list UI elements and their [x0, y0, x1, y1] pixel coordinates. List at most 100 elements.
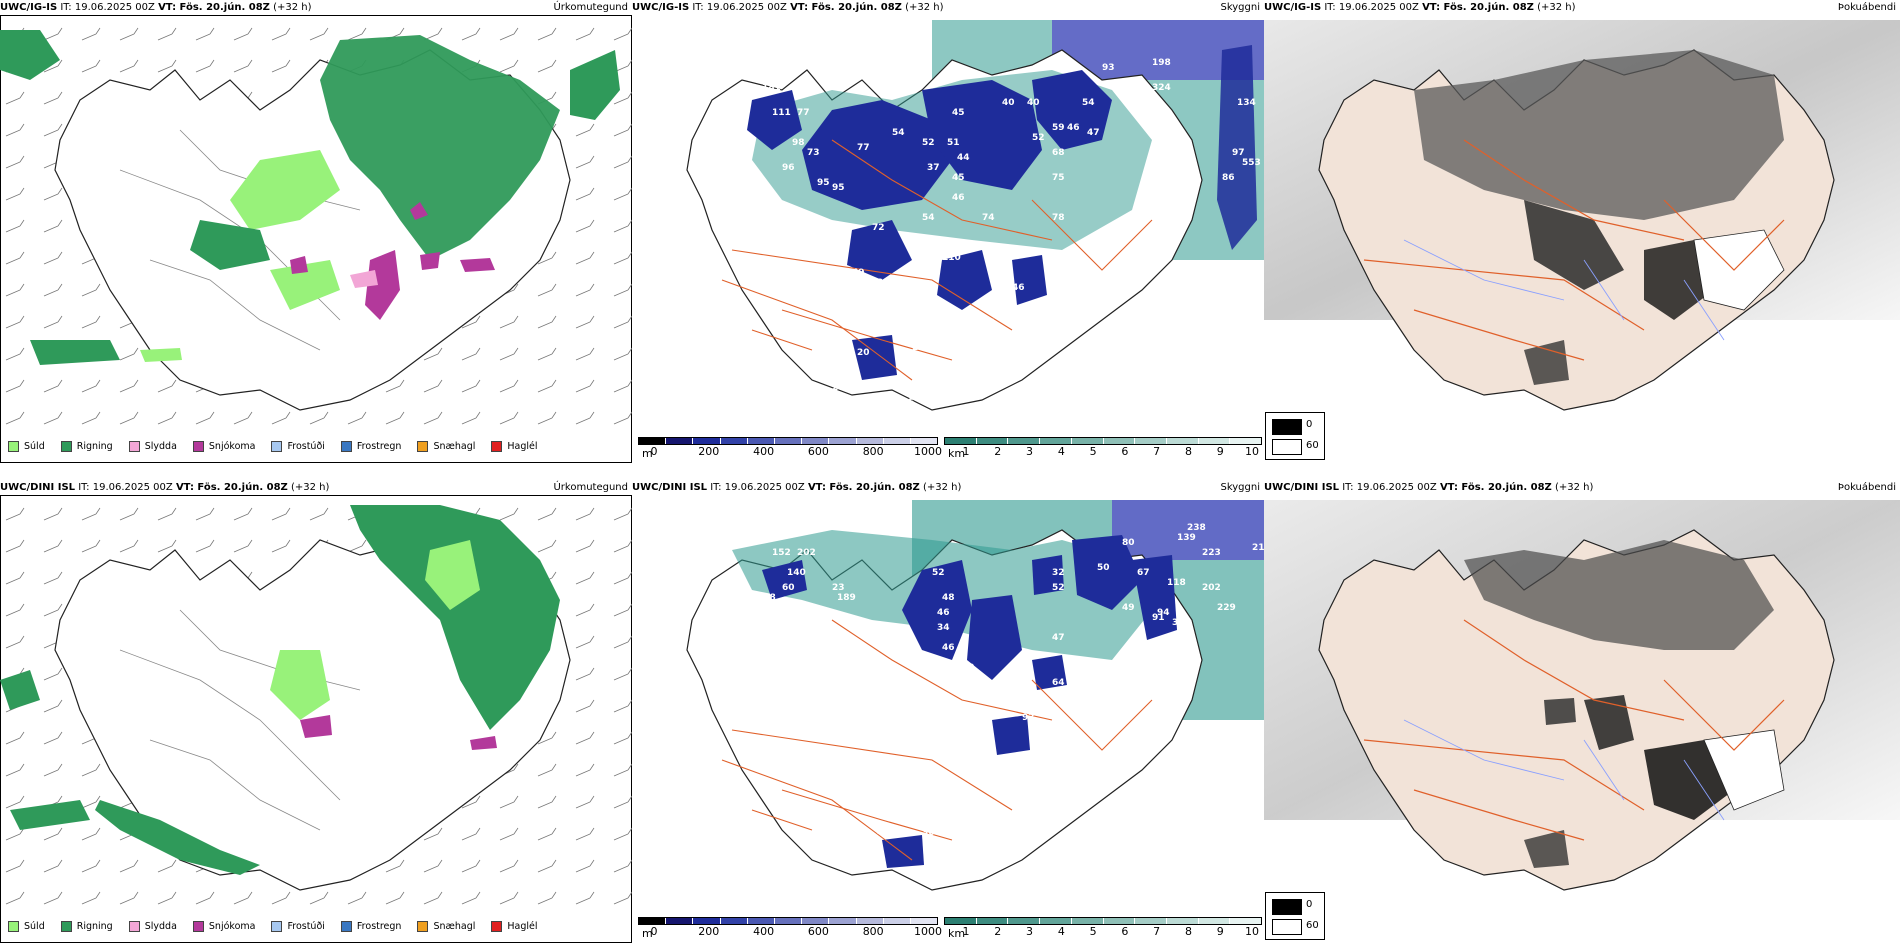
colorbar-segment — [747, 918, 775, 924]
colorbar-tick-label: 9 — [1216, 445, 1224, 458]
colorbar-segment — [856, 918, 884, 924]
ceiling-height-label: 37 — [927, 163, 940, 173]
ceiling-height-label: 91 — [1152, 613, 1165, 623]
init-time: IT: 19.06.2025 00Z — [1324, 2, 1419, 13]
ceiling-height-label: 134 — [1237, 98, 1256, 108]
ceiling-height-label: 93 — [1102, 63, 1115, 73]
colorbar-segment — [976, 438, 1009, 444]
lead-time: (+32 h) — [290, 482, 330, 493]
init-time: IT: 19.06.2025 00Z — [60, 2, 155, 13]
ceiling-height-label: 54 — [922, 213, 935, 223]
colorbar-tick-label: 10 — [1245, 445, 1259, 458]
colorbar-segment — [829, 918, 857, 924]
legend-swatch — [417, 920, 429, 932]
colorbar-segment — [666, 438, 694, 444]
legend-swatch — [340, 440, 352, 452]
panel-header: UWC/DINI ISL IT: 19.06.2025 00Z VT: Fös.… — [0, 480, 632, 496]
legend-swatch — [491, 440, 503, 452]
init-time: IT: 19.06.2025 00Z — [78, 482, 173, 493]
ceiling-height-label: 48 — [942, 593, 955, 603]
ceiling-height-label: 42 — [877, 433, 890, 434]
fog-panel-bottom: UWC/DINI ISL IT: 19.06.2025 00Z VT: Fös.… — [1264, 480, 1900, 950]
legend-item: Snjókoma — [192, 920, 255, 932]
colorbar-tick-label: 8 — [1184, 925, 1192, 938]
lead-time: (+32 h) — [273, 2, 312, 13]
colorbar-tick-label: 0 — [650, 445, 658, 458]
ceiling-height-label: 46 — [1067, 123, 1080, 133]
fog-scale-box: 0 60 — [1265, 412, 1325, 460]
colorbar-segment — [1166, 438, 1199, 444]
colorbar-segment — [720, 438, 748, 444]
ceiling-height-label: 46 — [937, 608, 950, 618]
ceiling-height-label: 29 — [1137, 673, 1150, 683]
ceiling-height-label: 189 — [837, 593, 856, 603]
ceiling-height-label: 38 — [1032, 743, 1045, 753]
colorbar-segment — [802, 918, 830, 924]
valid-time: VT: Fös. 20.jún. 08Z — [1439, 482, 1552, 493]
colorbar-tick-label: 600 — [807, 445, 829, 458]
fog-panel-top: UWC/IG-IS IT: 19.06.2025 00Z VT: Fös. 20… — [1264, 0, 1900, 470]
colorbar-segment — [883, 918, 911, 924]
ceiling-height-label: 44 — [957, 153, 970, 163]
colorbar-tick-label: 200 — [698, 445, 720, 458]
legend-swatch — [128, 440, 140, 452]
panel-header: UWC/IG-IS IT: 19.06.2025 00Z VT: Fös. 20… — [632, 0, 1264, 16]
fog-scale-min: 0 — [1306, 899, 1313, 910]
fog-scale-box: 0 60 — [1265, 892, 1325, 940]
colorbar-tick-label: 800 — [862, 925, 884, 938]
ceiling-height-label: 133 — [897, 718, 916, 728]
colorbar-tick-label: 2 — [994, 445, 1002, 458]
ceiling-height-label: 201 — [832, 383, 851, 393]
ceiling-height-label: 91 — [1052, 338, 1065, 348]
colorbar-tick-label: 6 — [1121, 925, 1129, 938]
ceiling-height-label: 72 — [872, 223, 885, 233]
parameter-name: Úrkomutegund — [553, 2, 628, 13]
legend-label: Súld — [24, 920, 45, 932]
ceiling-visibility-panel-top: UWC/IG-IS IT: 19.06.2025 00Z VT: Fös. 20… — [632, 0, 1264, 470]
ceiling-unit: m — [642, 447, 653, 460]
ceiling-height-label: 59 — [1052, 123, 1065, 133]
lead-time: (+32 h) — [905, 2, 944, 13]
fog-scale-min: 0 — [1306, 419, 1313, 430]
legend-label: Rigning — [76, 440, 113, 452]
ceiling-height-label: 38 — [1172, 618, 1185, 628]
ceiling-height-label: 182 — [962, 313, 981, 323]
lead-time: (+32 h) — [922, 482, 962, 493]
model-name: UWC/IG-IS — [0, 2, 58, 13]
visibility-unit: km — [948, 447, 966, 460]
panel-header: UWC/IG-IS IT: 19.06.2025 00Z VT: Fös. 20… — [0, 0, 632, 16]
legend-label: Haglél — [507, 920, 538, 932]
colorbar-segment — [910, 438, 938, 444]
ceiling-height-label: 97 — [1232, 148, 1245, 158]
ceiling-height-label: 118 — [1167, 578, 1186, 588]
colorbar-tick-label: 3 — [1026, 445, 1034, 458]
ceiling-height-label: 202 — [797, 548, 816, 558]
colorbar-tick-label: 6 — [1121, 445, 1129, 458]
ceiling-height-label: 45 — [952, 173, 965, 183]
colorbar-segment — [720, 918, 748, 924]
legend-swatch — [60, 920, 72, 932]
fog-scale-max: 60 — [1306, 920, 1319, 931]
model-name: UWC/DINI ISL — [1264, 482, 1340, 493]
colorbar-segment — [774, 438, 803, 444]
colorbar-tick-label: 7 — [1153, 445, 1161, 458]
ceiling-height-label: 83 — [852, 323, 865, 333]
ceiling-height-label: 49 — [852, 268, 865, 278]
legend-item: Haglél — [491, 920, 538, 932]
ceiling-height-label: 73 — [807, 148, 820, 158]
colorbar-segment — [747, 438, 775, 444]
colorbar-tick-label: 7 — [1153, 925, 1161, 938]
ceiling-height-label: 54 — [1082, 98, 1095, 108]
fog-scale-max: 60 — [1306, 440, 1319, 451]
rain-area-east — [570, 50, 620, 120]
ceiling-height-label: 68 — [1052, 148, 1065, 158]
ceiling-height-label: 52 — [1177, 278, 1190, 288]
colorbar-tick-label: 4 — [1057, 925, 1065, 938]
ceiling-height-label: 52 — [932, 568, 945, 578]
legend-label: Súld — [24, 440, 45, 452]
ceiling-height-label: 69 — [962, 663, 975, 673]
ceiling-height-label: 138 — [1032, 728, 1051, 738]
ceiling-height-label: 54 — [892, 128, 905, 138]
ceiling-height-label: 66 — [997, 263, 1010, 273]
